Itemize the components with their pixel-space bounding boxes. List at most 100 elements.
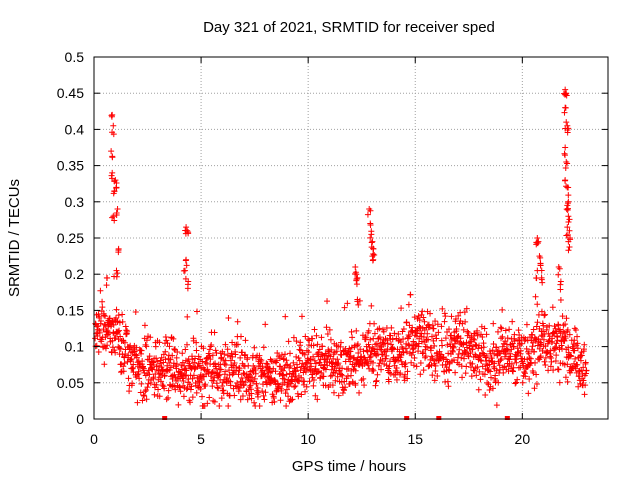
data-point: [152, 343, 159, 350]
data-point: [157, 360, 164, 367]
data-point: [387, 370, 394, 377]
data-point: [564, 327, 571, 334]
data-point: [160, 359, 167, 366]
data-point: [135, 368, 142, 375]
data-point: [404, 368, 411, 375]
data-point: [159, 382, 166, 389]
data-point: [439, 305, 446, 312]
data-point: [553, 352, 560, 359]
data-point: [533, 381, 540, 388]
data-point: [430, 337, 437, 344]
data-point: [540, 322, 547, 329]
data-point: [360, 375, 367, 382]
data-point: [213, 365, 220, 372]
data-point: [446, 367, 453, 374]
data-point: [206, 394, 213, 401]
data-point: [172, 386, 179, 393]
data-point: [483, 353, 490, 360]
data-point: [422, 353, 429, 360]
data-point: [199, 373, 206, 380]
y-tick-label: 0.2: [65, 266, 85, 282]
peak-point: [565, 125, 572, 132]
data-point: [305, 349, 312, 356]
x-tick-label: 5: [197, 431, 205, 447]
data-point: [407, 291, 414, 298]
peak-point: [535, 238, 542, 245]
grid-lines: [94, 57, 608, 419]
data-point: [130, 361, 137, 368]
data-point: [466, 345, 473, 352]
data-point: [431, 342, 438, 349]
data-point: [469, 360, 476, 367]
data-point: [455, 350, 462, 357]
data-point: [180, 378, 187, 385]
data-point: [136, 375, 143, 382]
data-point: [462, 370, 469, 377]
data-point: [433, 335, 440, 342]
data-point: [206, 346, 213, 353]
data-point: [226, 372, 233, 379]
data-point: [412, 342, 419, 349]
data-point: [475, 386, 482, 393]
data-point: [155, 386, 162, 393]
data-point: [509, 318, 516, 325]
data-point: [189, 394, 196, 401]
data-point: [445, 366, 452, 373]
data-point: [119, 318, 126, 325]
peak-point: [353, 275, 360, 282]
data-point: [574, 345, 581, 352]
data-point: [465, 329, 472, 336]
data-point: [583, 367, 590, 374]
data-point: [485, 367, 492, 374]
data-point: [189, 375, 196, 382]
peak-point: [539, 279, 546, 286]
data-point: [310, 342, 317, 349]
data-point: [525, 350, 532, 357]
data-point: [141, 392, 148, 399]
peak-point: [564, 224, 571, 231]
data-point: [531, 385, 538, 392]
data-point: [274, 350, 281, 357]
data-point: [548, 358, 555, 365]
peak-point: [564, 129, 571, 136]
data-point: [211, 329, 218, 336]
peak-point: [370, 245, 377, 252]
data-point: [431, 377, 438, 384]
data-point: [461, 309, 468, 316]
data-point: [474, 364, 481, 371]
data-point: [345, 365, 352, 372]
data-point: [498, 325, 505, 332]
data-point: [429, 355, 436, 362]
peak-point: [565, 213, 572, 220]
data-point: [352, 382, 359, 389]
data-point: [438, 323, 445, 330]
data-point: [322, 366, 329, 373]
data-point: [252, 370, 259, 377]
data-point: [133, 344, 140, 351]
data-point: [201, 402, 208, 409]
data-point: [316, 359, 323, 366]
data-point: [314, 396, 321, 403]
data-point: [493, 344, 500, 351]
data-point: [101, 361, 108, 368]
data-point: [278, 351, 285, 358]
data-point: [112, 315, 119, 322]
data-point: [381, 348, 388, 355]
data-point: [142, 388, 149, 395]
data-point: [221, 360, 228, 367]
data-point: [183, 341, 190, 348]
data-point: [142, 341, 149, 348]
data-point: [471, 367, 478, 374]
data-point: [419, 350, 426, 357]
data-point: [209, 383, 216, 390]
data-point: [187, 386, 194, 393]
data-point: [531, 348, 538, 355]
data-point: [218, 395, 225, 402]
data-point: [259, 388, 266, 395]
data-point: [400, 325, 407, 332]
data-point: [237, 354, 244, 361]
data-point: [523, 321, 530, 328]
data-point: [335, 360, 342, 367]
data-point: [549, 338, 556, 345]
